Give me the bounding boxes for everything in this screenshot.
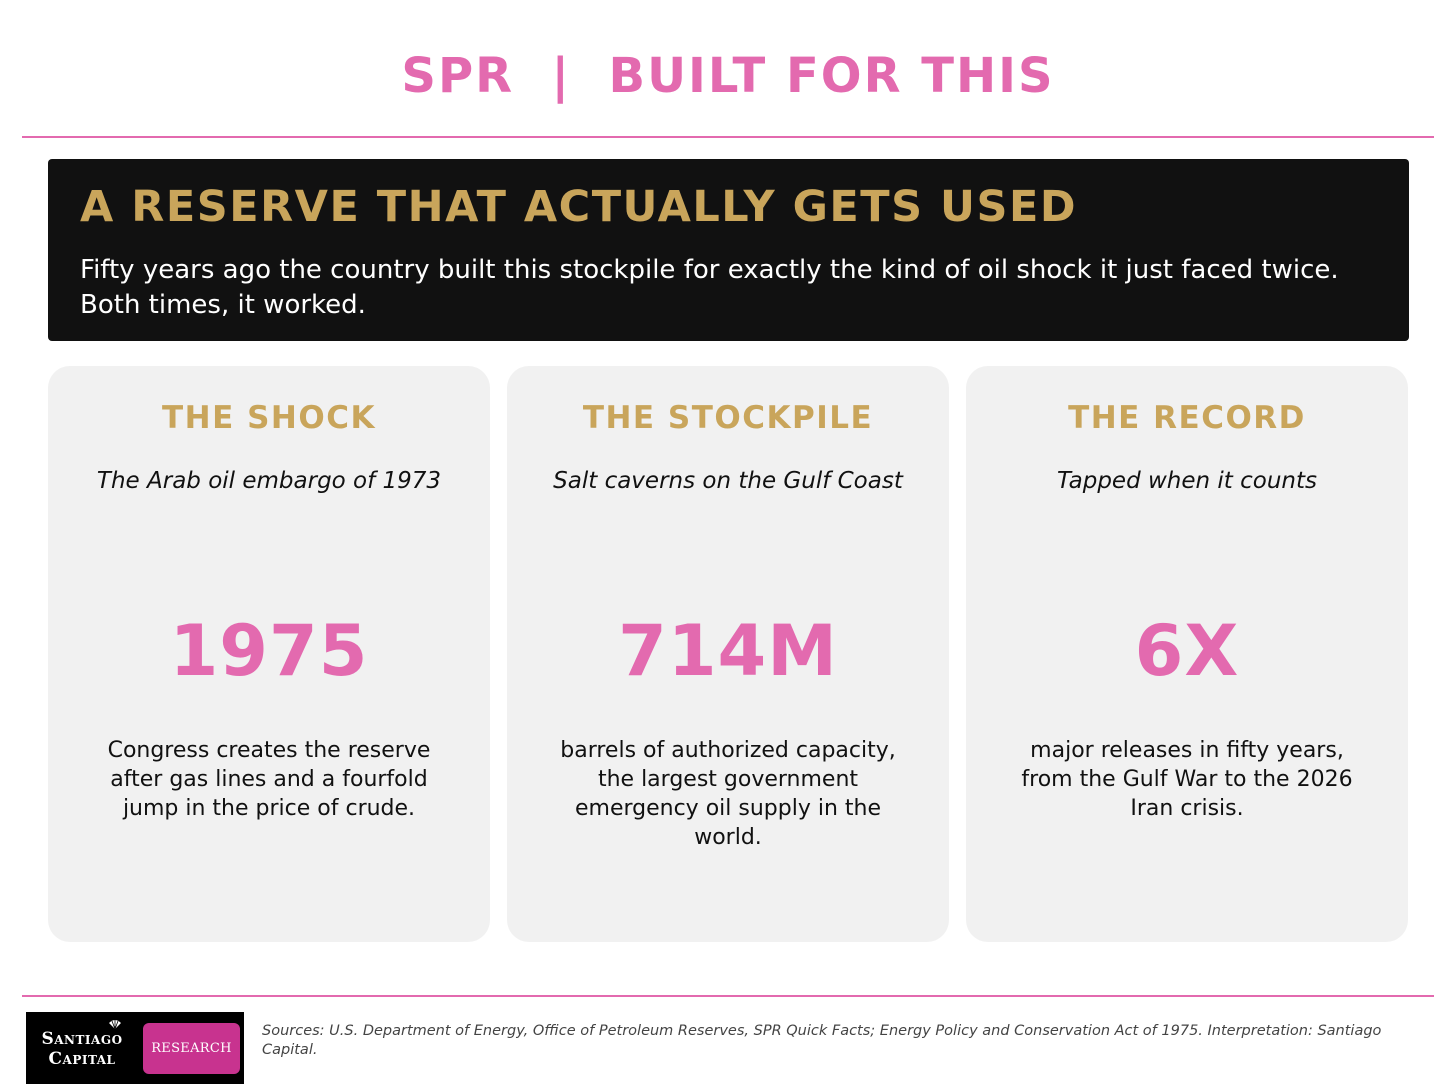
shell-icon	[109, 1020, 121, 1029]
header-divider	[22, 136, 1434, 138]
card-description: major releases in fifty years, from the …	[1021, 738, 1353, 821]
card-heading: THE SHOCK	[162, 400, 376, 436]
banner-heading: A RESERVE THAT ACTUALLY GETS USED	[80, 182, 1078, 232]
card-record: THE RECORD Tapped when it counts 6X majo…	[966, 366, 1408, 942]
card-stat: 1975	[169, 610, 369, 692]
card-description: Congress creates the reserve after gas l…	[107, 738, 431, 821]
page-title: SPR | BUILT FOR THIS	[401, 48, 1055, 104]
card-subtitle: Tapped when it counts	[1056, 468, 1317, 494]
footer-divider	[22, 995, 1434, 997]
intro-banner: A RESERVE THAT ACTUALLY GETS USED Fifty …	[48, 159, 1409, 341]
card-subtitle: Salt caverns on the Gulf Coast	[553, 468, 903, 494]
card-stat: 6X	[1134, 610, 1240, 692]
logo-research-badge: RESEARCH	[143, 1023, 240, 1074]
card-heading: THE RECORD	[1068, 400, 1306, 436]
logo-text-line1: Santiago	[41, 1029, 123, 1049]
card-heading: THE STOCKPILE	[582, 400, 874, 436]
card-stockpile: THE STOCKPILE Salt caverns on the Gulf C…	[507, 366, 949, 942]
santiago-capital-logo: Santiago Capital RESEARCH	[26, 1012, 244, 1084]
sources-note: Sources: U.S. Department of Energy, Offi…	[262, 1023, 1382, 1058]
card-shock: THE SHOCK The Arab oil embargo of 1973 1…	[48, 366, 490, 942]
card-subtitle: The Arab oil embargo of 1973	[96, 468, 442, 494]
logo-text-line2: Capital	[48, 1049, 116, 1069]
banner-text: Fifty years ago the country built this s…	[80, 255, 1339, 320]
card-stat: 714M	[618, 610, 838, 692]
card-description: barrels of authorized capacity, the larg…	[560, 738, 896, 850]
